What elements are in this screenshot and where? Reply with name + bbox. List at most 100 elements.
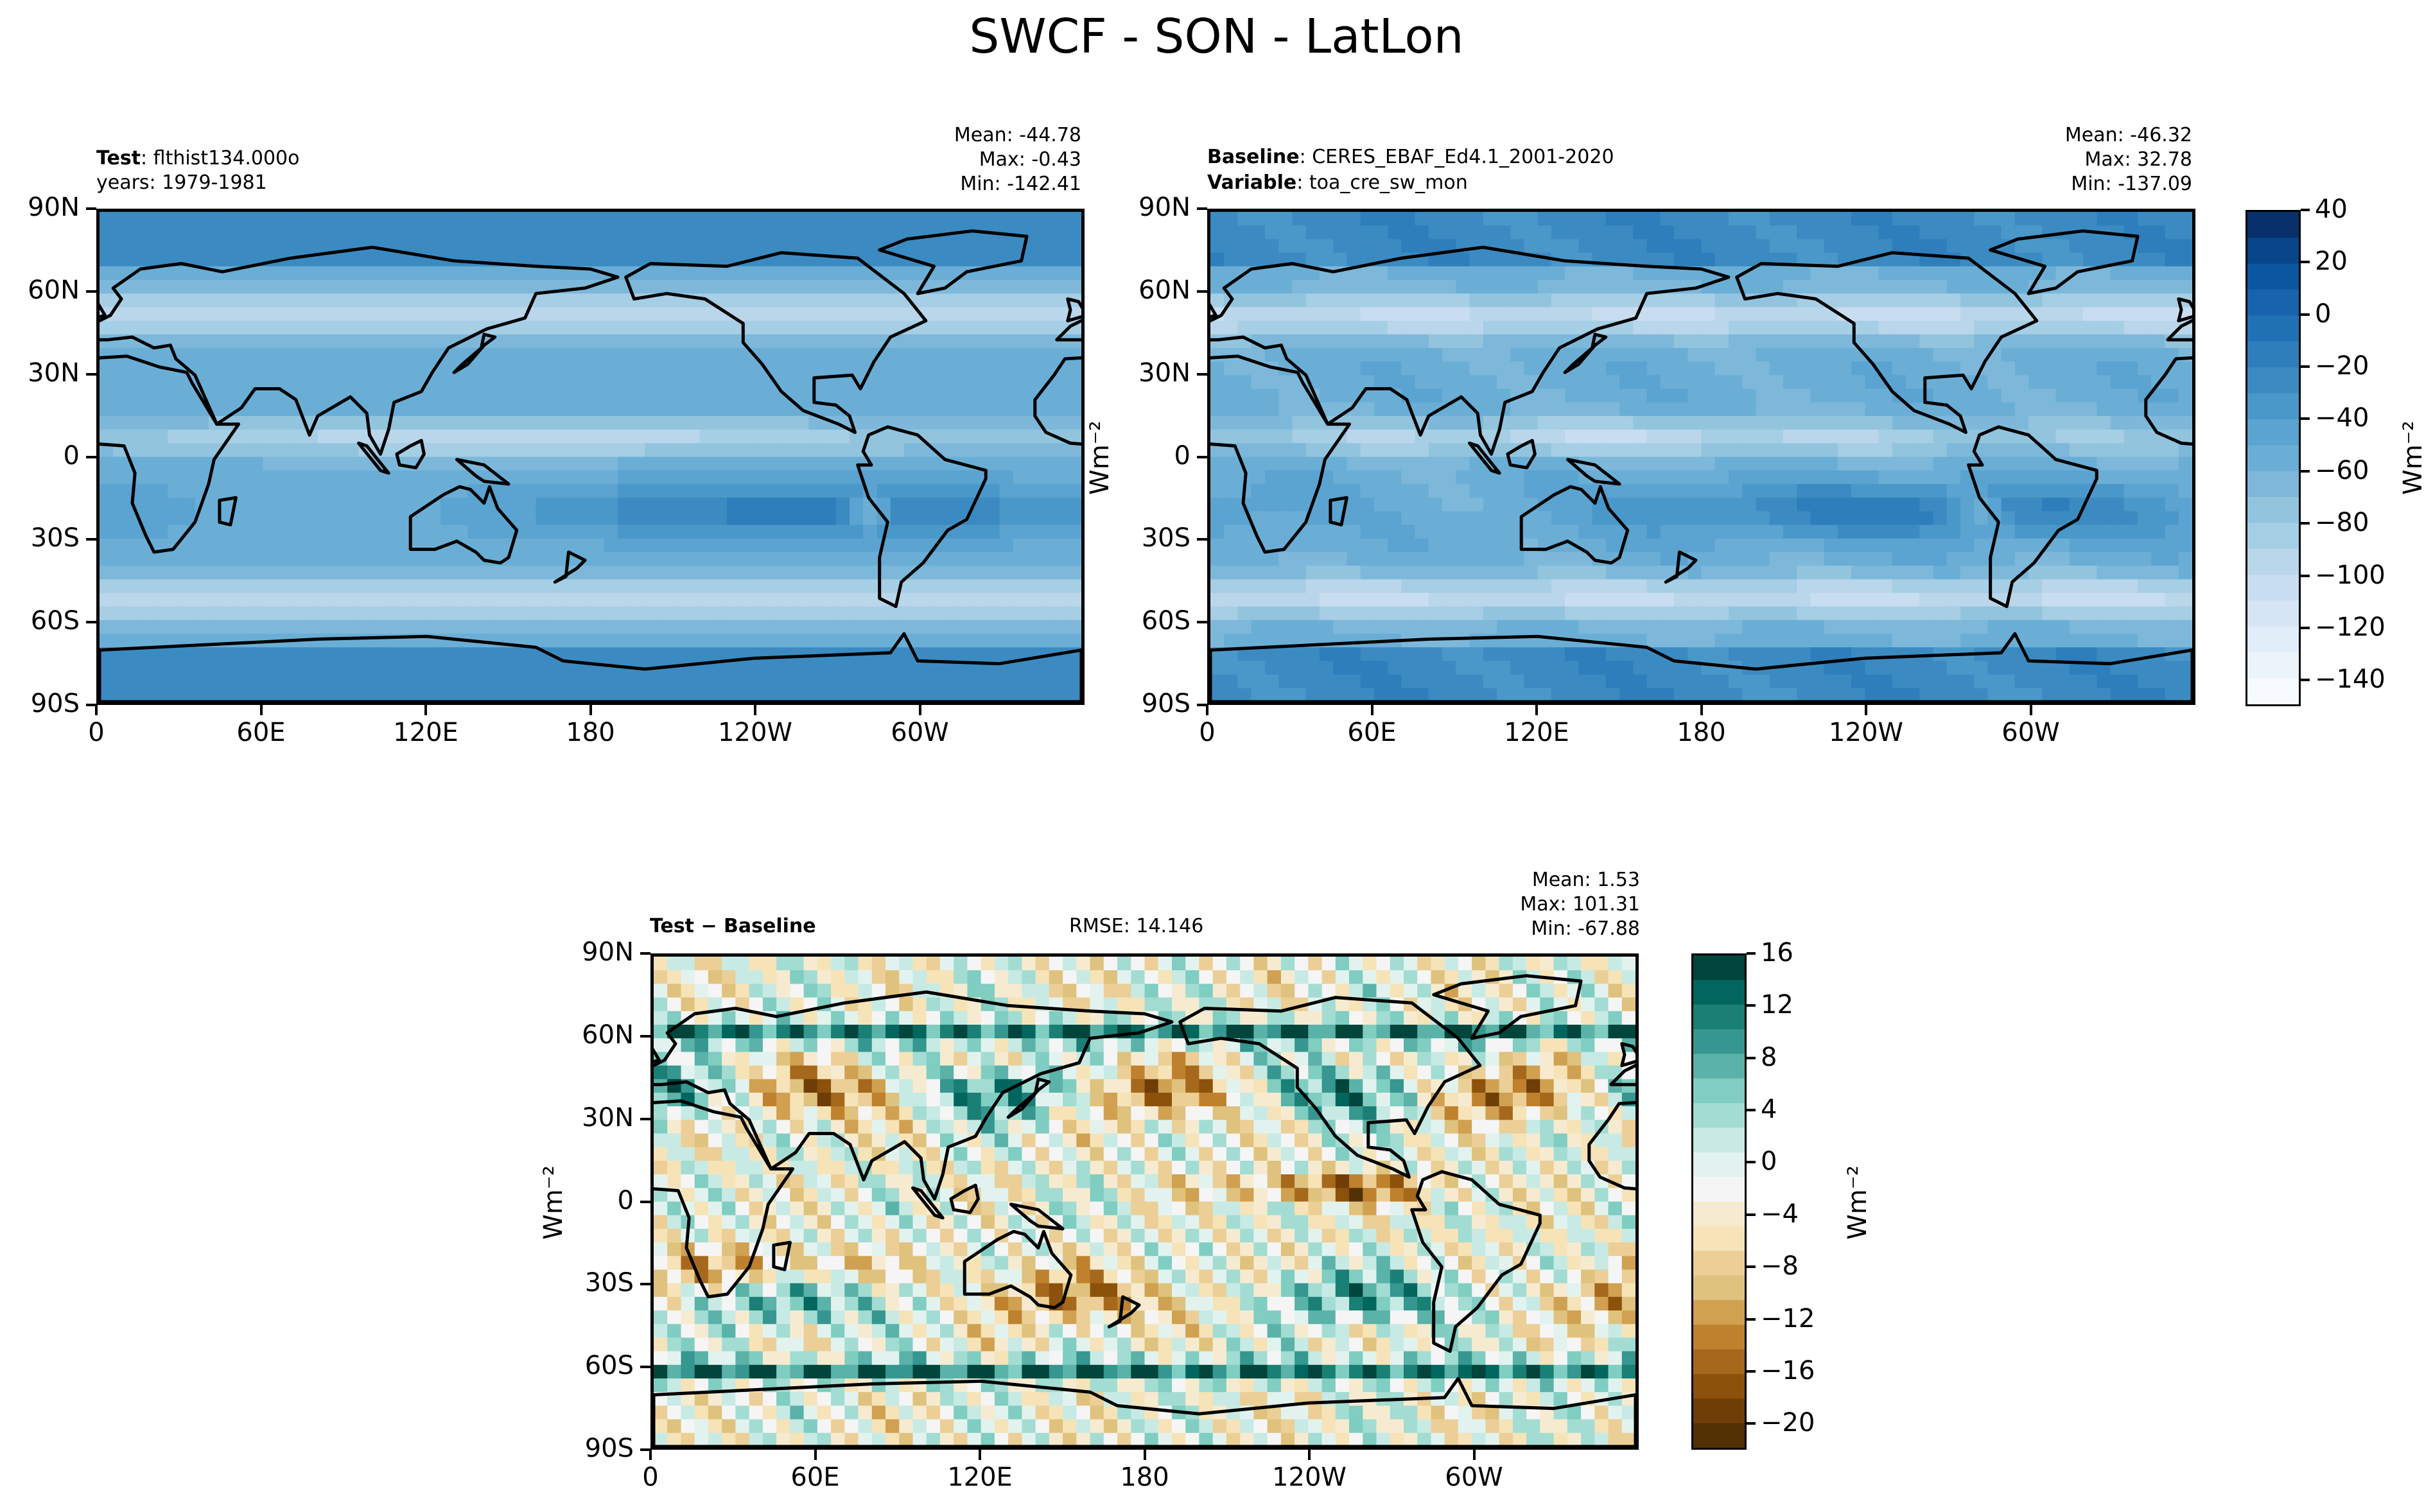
field-cell [1040,443,1055,458]
field-cell [236,375,250,390]
field-cell [672,483,686,498]
field-cell [249,320,264,335]
field-cell [153,674,168,689]
field-cell [2028,620,2043,634]
field-cell [726,443,741,458]
field-cell [1783,280,1797,294]
field-cell [1729,511,1743,526]
field-cell [822,307,837,322]
field-cell [1040,579,1055,594]
field-cell [1237,361,1252,376]
field-cell [822,266,837,281]
field-cell [863,470,877,485]
field-cell [1237,634,1252,648]
field-cell [726,347,741,362]
field-cell [140,347,155,362]
field-cell [1824,593,1838,607]
field-cell [1851,620,1865,634]
field-cell [290,661,305,675]
field-cell [958,525,973,539]
field-cell [795,593,809,607]
field-cell [2001,566,2016,580]
field-cell [1067,225,1081,239]
field-cell [1388,293,1402,308]
field-cell [277,225,291,239]
field-cell [263,280,277,294]
field-cell [1210,566,1225,580]
field-cell [1865,293,1879,308]
field-cell [140,470,155,485]
field-cell [481,525,496,539]
field-cell [1347,456,1361,471]
field-cell [754,320,769,335]
field-cell [1756,620,1770,634]
field-cell [1415,334,1429,349]
field-cell [1347,443,1361,458]
field-cell [1987,252,2002,267]
field-cell [781,566,796,580]
field-cell [1333,334,1347,349]
diff-header: Test − Baseline [650,915,816,937]
field-cell [1333,375,1347,390]
field-cell [100,225,114,239]
field-cell [1906,606,1920,621]
field-cell [399,647,414,661]
field-cell [249,443,264,458]
field-cell [317,552,332,566]
field-cell [2055,361,2070,376]
field-cell [386,307,400,322]
field-cell [1946,470,1961,485]
field-cell [277,266,291,281]
field-cell [1933,430,1948,444]
field-cell [1605,579,1620,594]
field-cell [1892,430,1906,444]
field-cell [100,552,114,566]
field-cell [2042,239,2057,254]
field-cell [549,361,564,376]
field-cell [672,239,686,254]
field-cell [658,402,673,417]
field-cell [2165,606,2179,621]
field-cell [850,443,864,458]
field-cell [1756,566,1770,580]
field-cell [140,620,155,634]
field-cell [1388,470,1402,485]
field-cell [1510,415,1524,430]
field-cell [509,498,523,512]
field-cell [1729,498,1743,512]
field-cell [1674,538,1688,553]
field-cell [1373,538,1388,553]
field-cell [1401,280,1416,294]
field-cell [795,647,809,661]
field-cell [1305,538,1320,553]
field-cell [2055,347,2070,362]
field-cell [2097,606,2111,621]
field-cell [1646,634,1661,648]
field-cell [1633,566,1648,580]
field-cell [2001,483,2016,498]
field-cell [1878,443,1893,458]
field-cell [100,402,114,417]
field-cell [522,334,537,349]
field-cell [1906,634,1920,648]
field-cell [863,212,877,226]
field-cell [1633,402,1648,417]
field-cell [222,307,236,322]
field-cell [1742,620,1756,634]
field-cell [454,620,468,634]
test-header-line2: years: 1979-1981 [96,171,267,194]
field-cell [509,402,523,417]
field-cell [1946,252,1961,267]
field-cell [426,483,441,498]
field-cell [1264,443,1279,458]
field-cell [522,511,537,526]
field-cell [1565,566,1579,580]
field-cell [2178,252,2192,267]
field-cell [958,661,973,675]
field-cell [454,320,468,335]
field-cell [1292,402,1307,417]
field-cell [413,320,428,335]
field-cell [345,375,360,390]
field-cell [1742,566,1756,580]
field-cell [2028,483,2043,498]
